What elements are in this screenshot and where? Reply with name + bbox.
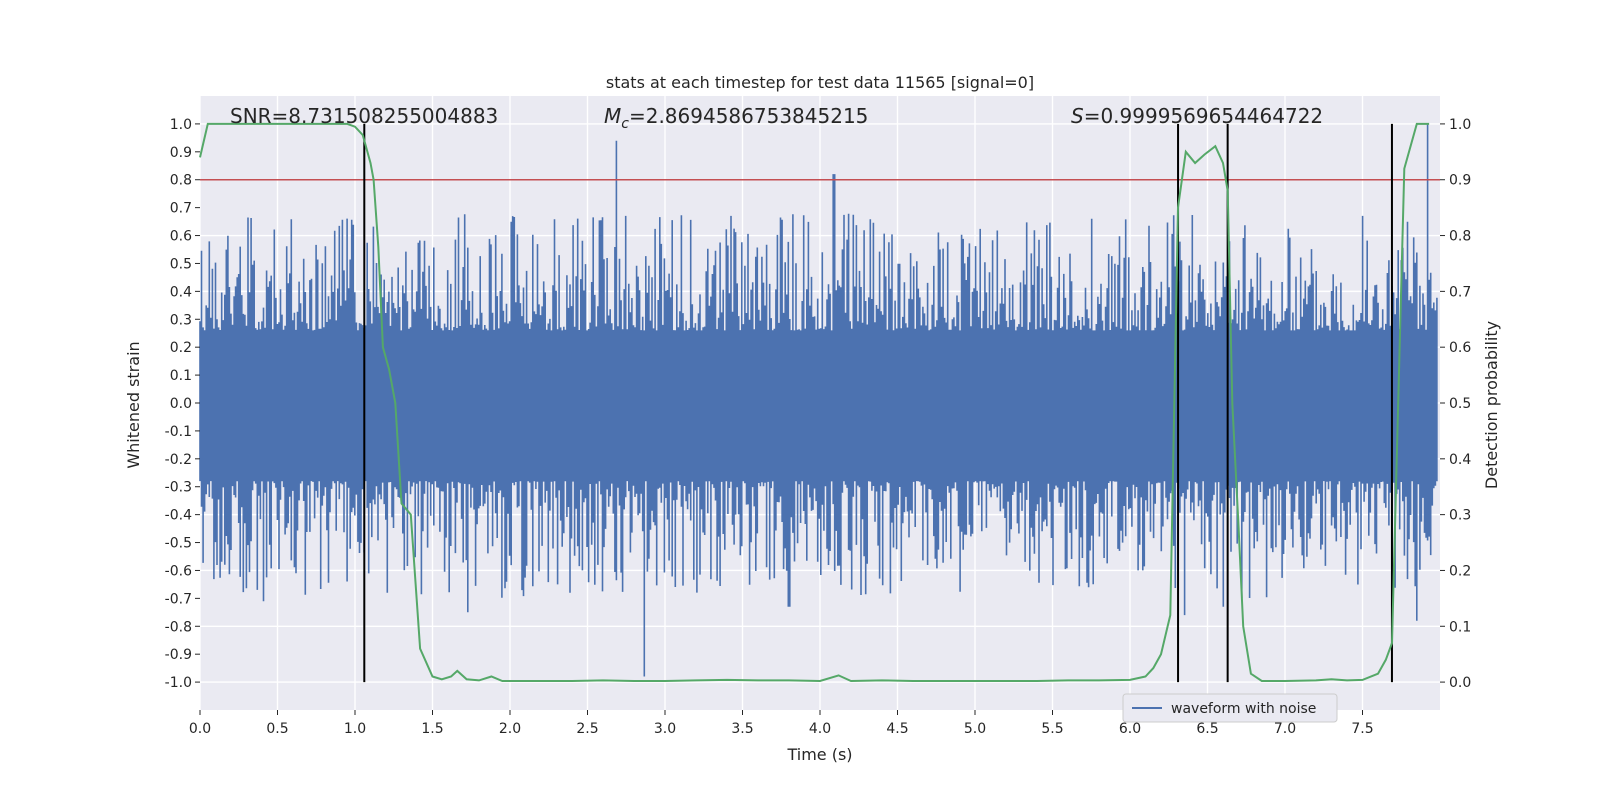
y-tick-label: 0.8 xyxy=(170,173,192,189)
legend: waveform with noise xyxy=(1122,693,1338,723)
y-tick-label: 1.0 xyxy=(170,117,192,133)
x-tick-label: 7.5 xyxy=(1351,721,1373,737)
s-annotation: S=0.9999569654464722 xyxy=(1071,104,1323,128)
y-tick-label: -0.6 xyxy=(165,563,192,579)
x-tick-label: 1.5 xyxy=(421,721,443,737)
mc-value: =2.8694586753845215 xyxy=(629,104,868,128)
legend-box xyxy=(1122,693,1338,723)
y-axis-right: 1.0 0.9 0.8 0.7 0.6 0.5 0.4 0.3 0.2 0.1 0.0 xyxy=(1440,117,1471,691)
probability-line xyxy=(199,122,1430,683)
s-value: =0.9999569654464722 xyxy=(1084,104,1323,128)
y-tick-label: 0.5 xyxy=(170,256,192,272)
y2-tick-label: 0.6 xyxy=(1449,340,1471,356)
y-tick-label: -0.8 xyxy=(165,619,192,635)
y2-tick-label: 0.5 xyxy=(1449,396,1471,412)
y2-axis-label: Detection probability xyxy=(1482,321,1501,489)
x-tick-label: 1.0 xyxy=(344,721,366,737)
y-tick-label: 0.7 xyxy=(170,201,192,217)
x-axis: 0.0 0.5 1.0 1.5 2.0 2.5 3.0 3.5 4.0 4.5 5.0 5.5 6.0 6… xyxy=(189,710,1374,737)
x-tick-label: 0.5 xyxy=(266,721,288,737)
x-tick-label: 4.0 xyxy=(809,721,831,737)
x-tick-label: 5.0 xyxy=(964,721,986,737)
y-tick-label: 0.6 xyxy=(170,229,192,245)
y2-tick-label: 0.7 xyxy=(1449,284,1471,300)
y2-tick-label: 0.2 xyxy=(1449,563,1471,579)
y-tick-label: 0.1 xyxy=(170,368,192,384)
x-tick-label: 3.5 xyxy=(731,721,753,737)
noise-trace xyxy=(199,123,1438,677)
x-tick-label: 6.5 xyxy=(1196,721,1218,737)
y2-tick-label: 0.0 xyxy=(1449,675,1471,691)
y-tick-label: -0.7 xyxy=(165,591,192,607)
x-tick-label: 0.0 xyxy=(189,721,211,737)
x-axis-label: Time (s) xyxy=(786,745,852,764)
chart-title: stats at each timestep for test data 115… xyxy=(606,73,1034,92)
y-tick-label: -0.3 xyxy=(165,480,192,496)
y2-tick-label: 0.9 xyxy=(1449,173,1471,189)
y-tick-label: 0.0 xyxy=(170,396,192,412)
snr-annotation: SNR=8.731508255004883 xyxy=(230,104,498,128)
x-tick-label: 5.5 xyxy=(1041,721,1063,737)
mc-subscript: c xyxy=(621,116,629,132)
y-tick-label: 0.9 xyxy=(170,145,192,161)
y2-tick-label: 0.8 xyxy=(1449,229,1471,245)
y2-tick-label: 0.1 xyxy=(1449,619,1471,635)
x-tick-label: 6.0 xyxy=(1119,721,1141,737)
x-tick-label: 2.0 xyxy=(499,721,521,737)
y-tick-label: -1.0 xyxy=(165,675,192,691)
y-tick-label: 0.4 xyxy=(170,284,192,300)
y-tick-label: 0.2 xyxy=(170,340,192,356)
y-tick-label: -0.5 xyxy=(165,536,192,552)
y-tick-label: 0.3 xyxy=(170,312,192,328)
mc-symbol: M xyxy=(604,104,621,128)
y-tick-label: -0.1 xyxy=(165,424,192,440)
x-tick-label: 3.0 xyxy=(654,721,676,737)
mc-annotation: Mc=2.8694586753845215 xyxy=(604,104,868,132)
legend-label: waveform with noise xyxy=(1171,701,1316,717)
y-tick-label: -0.2 xyxy=(165,452,192,468)
y2-tick-label: 1.0 xyxy=(1449,117,1471,133)
x-tick-label: 2.5 xyxy=(576,721,598,737)
probability-series xyxy=(199,122,1430,683)
x-tick-label: 4.5 xyxy=(886,721,908,737)
s-symbol: S xyxy=(1071,104,1084,128)
y-axis-label: Whitened strain xyxy=(124,341,143,468)
y-tick-label: -0.9 xyxy=(165,647,192,663)
y2-tick-label: 0.4 xyxy=(1449,452,1471,468)
y2-tick-label: 0.3 xyxy=(1449,508,1471,524)
y-axis-left: 1.0 0.9 0.8 0.7 0.6 0.5 0.4 0.3 0.2 0.1 0.0 -0.1 -0.… xyxy=(165,117,200,691)
x-tick-label: 7.0 xyxy=(1274,721,1296,737)
y-tick-label: -0.4 xyxy=(165,508,192,524)
